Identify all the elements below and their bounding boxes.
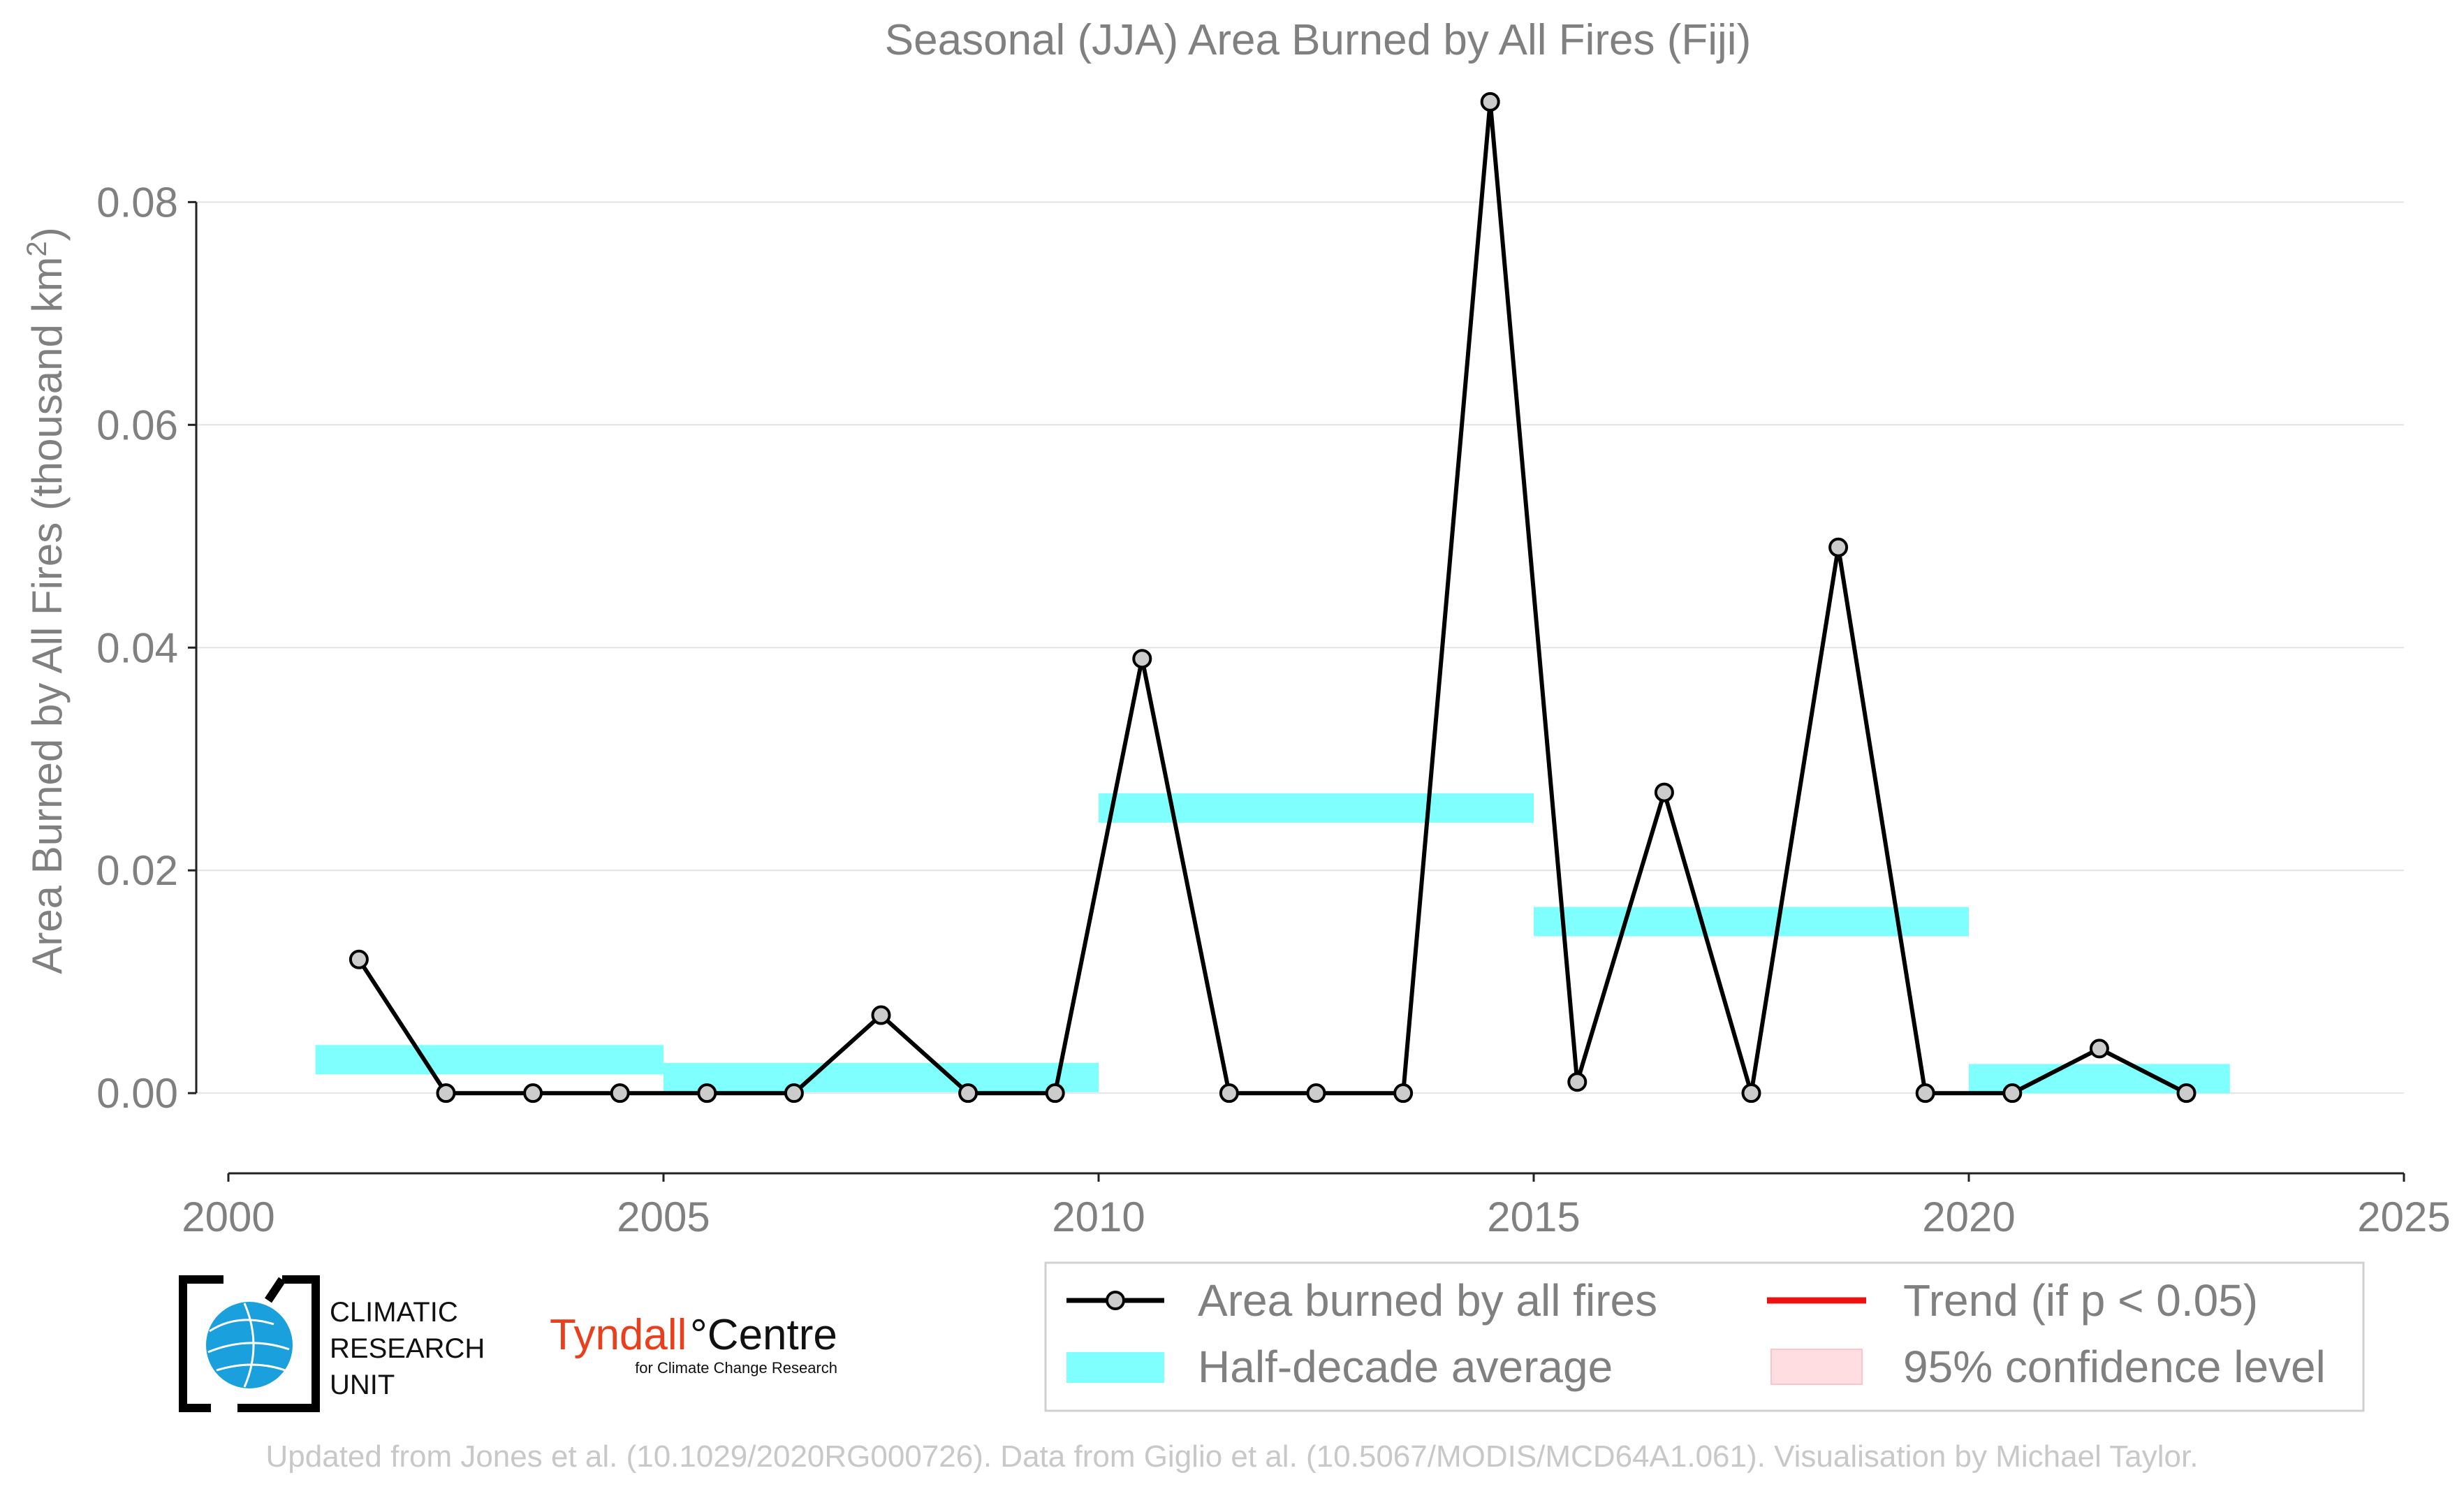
cru-text-line3: UNIT: [330, 1370, 395, 1400]
data-point-20: [2089, 1039, 2109, 1059]
tyndall-logo: Tyndall °Centre for Climate Change Resea…: [550, 1311, 837, 1377]
x-tick-label-5: 2025: [2357, 1194, 2450, 1240]
y-tick-label-0: 0.00: [96, 1070, 178, 1117]
chart-title: Seasonal (JJA) Area Burned by All Fires …: [885, 16, 1751, 64]
half-decade-bands: [315, 793, 2230, 1094]
cru-globe-swirl-2: [207, 1342, 290, 1354]
half-decade-band-0: [315, 1045, 663, 1075]
data-point-16: [1741, 1083, 1761, 1103]
x-tick-label-1: 2005: [617, 1194, 710, 1240]
grid-lines: [196, 201, 2404, 1094]
y-tick-label-4: 0.08: [96, 179, 178, 226]
y-tick-label-2: 0.04: [96, 624, 178, 671]
axes: [195, 202, 2404, 1175]
y-tick-label-3: 0.06: [96, 402, 178, 448]
data-point-13: [1480, 91, 1500, 112]
series-points: [349, 91, 2197, 1103]
cru-globe-swirl-1: [209, 1319, 274, 1333]
data-point-14: [1567, 1072, 1587, 1092]
half-decade-band-1: [663, 1062, 1099, 1092]
data-point-0: [349, 949, 369, 969]
x-tick-label-0: 2000: [182, 1194, 274, 1240]
series-lines: [357, 99, 2187, 1096]
cru-globe-swirl-4: [243, 1303, 255, 1388]
cru-logo-bracket-right: [237, 1275, 320, 1412]
y-axis-label-close: ): [24, 227, 71, 241]
data-point-6: [871, 1005, 891, 1025]
half-decade-band-3: [1534, 907, 1969, 937]
y-tick-label-1: 0.02: [96, 847, 178, 894]
y-axis-label-sup: 2: [22, 241, 52, 256]
data-point-11: [1306, 1083, 1326, 1103]
legend-label-trend: Trend (if p < 0.05): [1903, 1275, 2258, 1326]
data-point-12: [1393, 1083, 1414, 1103]
x-tick-label-3: 2015: [1487, 1194, 1580, 1240]
data-point-15: [1654, 782, 1674, 802]
legend-swatch-confidence: [1770, 1349, 1863, 1385]
x-ticks: 2000 2005 2010 2015 2020 2025: [182, 1173, 2451, 1240]
x-tick-label-2: 2010: [1052, 1194, 1145, 1240]
y-ticks: 0.00 0.02 0.04 0.06 0.08: [96, 179, 196, 1117]
legend-label-half-decade: Half-decade average: [1198, 1342, 1613, 1392]
footer-credit: Updated from Jones et al. (10.1029/2020R…: [266, 1439, 2199, 1474]
cru-logo: CLIMATIC RESEARCH UNIT: [179, 1275, 485, 1412]
cru-logo-bracket-left: [179, 1275, 223, 1412]
cru-text-line1: CLIMATIC: [330, 1297, 458, 1328]
legend-swatch-marker: [1106, 1291, 1125, 1310]
data-point-2: [523, 1083, 543, 1103]
tyndall-logo-name: Tyndall: [550, 1311, 687, 1359]
y-axis-label-main: Area Burned by All Fires (thousand km: [24, 257, 71, 974]
y-axis-label: Area Burned by All Fires (thousand km2): [22, 227, 71, 974]
data-point-4: [697, 1083, 717, 1103]
half-decade-band-2: [1099, 793, 1534, 823]
series-line-area-burned: [357, 99, 2187, 1096]
data-point-3: [610, 1083, 630, 1103]
tyndall-logo-centre: °Centre: [690, 1311, 837, 1359]
legend-label-confidence: 95% confidence level: [1903, 1342, 2326, 1392]
data-point-17: [1828, 537, 1849, 557]
data-point-10: [1219, 1083, 1239, 1103]
data-point-9: [1132, 649, 1152, 669]
data-point-18: [1915, 1083, 1935, 1103]
data-point-21: [2176, 1083, 2197, 1103]
data-point-5: [784, 1083, 804, 1103]
data-point-8: [1045, 1083, 1065, 1103]
legend: Area burned by all fires Trend (if p < 0…: [1044, 1261, 2365, 1412]
x-tick-label-4: 2020: [1922, 1194, 2015, 1240]
cru-logo-bracket-slash: [265, 1277, 286, 1303]
cru-text-line2: RESEARCH: [330, 1333, 485, 1364]
legend-label-series: Area burned by all fires: [1198, 1275, 1657, 1326]
data-point-1: [436, 1083, 456, 1103]
legend-box: [1044, 1261, 2365, 1412]
data-point-19: [2002, 1083, 2023, 1103]
data-point-7: [958, 1083, 978, 1103]
legend-swatch-half-decade: [1066, 1352, 1164, 1383]
tyndall-logo-subtitle: for Climate Change Research: [635, 1359, 837, 1377]
